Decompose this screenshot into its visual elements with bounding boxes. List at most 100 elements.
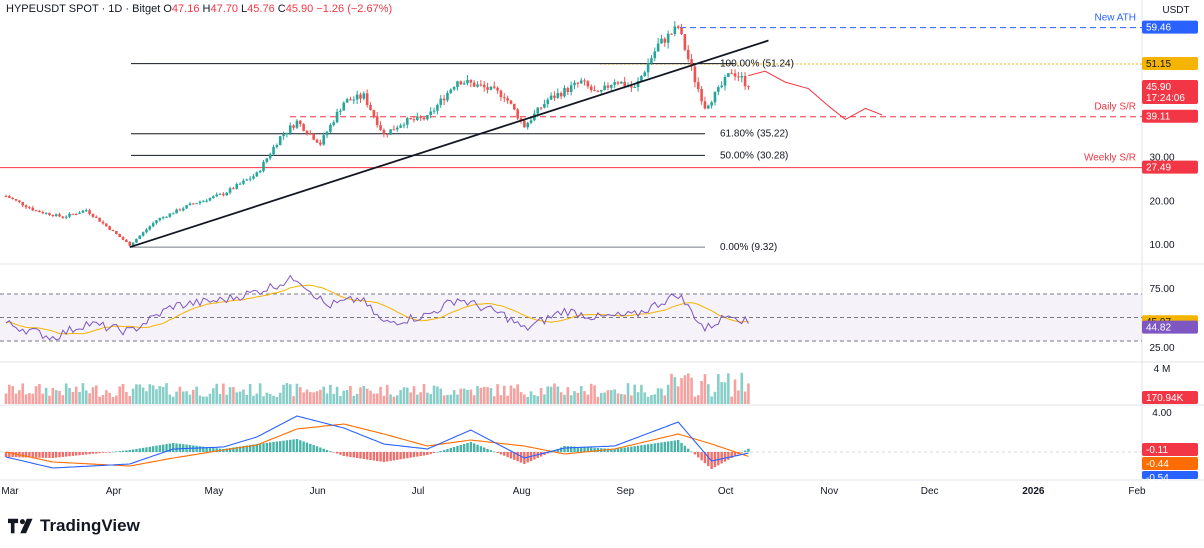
candle-body <box>426 114 429 120</box>
trendline[interactable] <box>129 39 769 249</box>
macd-histogram-bar <box>683 445 687 452</box>
volume-bar <box>205 396 208 404</box>
candle-body <box>335 111 339 123</box>
volume-bar <box>41 393 45 404</box>
macd-histogram-bar <box>610 448 613 452</box>
candle-body <box>476 84 479 87</box>
candle-body <box>432 110 436 112</box>
candle-body <box>680 27 683 35</box>
candle-body <box>576 82 580 84</box>
volume-bar <box>355 393 359 404</box>
high-label: H <box>202 3 211 15</box>
macd-histogram-bar <box>31 452 34 458</box>
candle-body <box>44 212 48 214</box>
macd-histogram-bar <box>687 448 690 452</box>
weekly-sr-price-tag-bg <box>1142 160 1198 174</box>
macd-histogram-bar <box>85 452 88 455</box>
candle-body <box>740 76 744 78</box>
candle-body <box>178 209 182 211</box>
volume-bar <box>198 395 202 404</box>
volume-bar <box>171 396 175 404</box>
volume-bar <box>616 393 620 404</box>
volume-bar <box>482 386 486 404</box>
macd-histogram-bar <box>727 452 730 460</box>
daily-sr-price-tag: 39.11 <box>1146 112 1171 123</box>
macd-histogram-bar <box>8 452 11 458</box>
macd-histogram-bar <box>623 447 626 452</box>
candle-body <box>128 241 132 246</box>
macd-histogram-bar <box>509 452 513 459</box>
candle-body <box>389 129 392 135</box>
macd-histogram-bar <box>707 452 710 467</box>
candle-body <box>720 85 723 88</box>
macd-histogram-bar <box>41 452 44 458</box>
candle-body <box>14 199 18 201</box>
volume-bar <box>362 385 366 404</box>
candle-body <box>141 232 145 236</box>
candle-body <box>252 176 255 179</box>
macd-histogram-bar <box>34 452 38 458</box>
volume-bar <box>54 390 58 404</box>
volume-bar <box>442 395 446 404</box>
volume-bar <box>737 390 740 404</box>
macd-histogram-bar <box>28 452 31 458</box>
volume-bar <box>235 392 239 404</box>
candle-body <box>91 213 95 217</box>
volume-bar <box>295 383 299 404</box>
volume-bar <box>91 387 95 404</box>
macd-histogram-bar <box>168 443 172 452</box>
volume-bar <box>105 390 108 404</box>
volume-bar <box>305 389 309 404</box>
candle-body <box>125 239 128 242</box>
volume-bar <box>686 373 690 404</box>
volume-bar <box>432 385 436 404</box>
rsi-value-tag-bg <box>1142 320 1198 334</box>
macd-histogram-bar <box>242 446 245 452</box>
macd-histogram-bar <box>309 443 312 452</box>
candle-body <box>228 188 232 193</box>
macd-histogram-bar <box>212 447 215 452</box>
volume-bar <box>51 387 55 404</box>
price-chart[interactable]: USDT New ATH Daily S/R Weekly S/R 100.00% … <box>0 0 1204 510</box>
volume-bar <box>74 386 78 404</box>
candle-body <box>446 92 449 101</box>
open-value: 47.16 <box>171 3 200 15</box>
volume-bar <box>683 375 687 404</box>
candle-body <box>479 84 483 86</box>
tradingview-brand[interactable]: TradingView <box>8 516 140 536</box>
volume-bar <box>523 394 526 404</box>
rsi-tick: 25.00 <box>1149 343 1174 354</box>
macd-histogram-bar <box>248 445 252 452</box>
macd-histogram-bar <box>660 442 663 452</box>
candle-body <box>105 223 108 227</box>
macd-histogram-bar <box>78 452 81 456</box>
low-value: 45.76 <box>247 3 275 15</box>
volume-bar <box>342 390 346 404</box>
volume-bar <box>128 396 132 404</box>
level-name: New ATH <box>1095 13 1137 24</box>
macd-histogram-bar <box>469 442 473 452</box>
volume-bar <box>596 396 600 404</box>
candle-body <box>71 213 75 215</box>
volume-bar <box>148 384 152 404</box>
volume-bar <box>610 390 613 404</box>
candle-body <box>499 90 503 98</box>
price-tick: 30.00 <box>1149 153 1174 164</box>
candle-body <box>640 76 643 81</box>
macd-histogram-bar <box>479 446 483 452</box>
macd-histogram-bar <box>369 452 372 460</box>
macd-histogram-bar <box>68 452 71 457</box>
macd-value-tag-bg <box>1142 443 1198 456</box>
candle-body <box>329 124 332 132</box>
volume-bar <box>399 390 402 404</box>
macd-histogram-bar <box>289 439 292 452</box>
macd-histogram-bar <box>279 441 282 452</box>
candle-body <box>399 125 402 128</box>
macd-histogram-bar <box>703 452 707 464</box>
candle-body <box>633 87 637 89</box>
candle-body <box>68 213 71 217</box>
x-axis-label: Feb <box>1128 486 1146 497</box>
candle-body <box>536 107 540 114</box>
macd-histogram-bar <box>161 444 165 452</box>
candle-body <box>195 203 198 205</box>
